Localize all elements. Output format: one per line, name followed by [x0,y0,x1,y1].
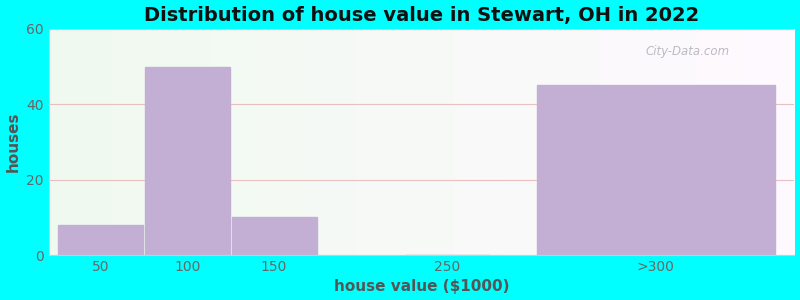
Y-axis label: houses: houses [6,112,21,172]
Bar [537,85,774,255]
X-axis label: house value ($1000): house value ($1000) [334,279,510,294]
Text: City-Data.com: City-Data.com [646,45,730,58]
Bar [231,217,317,255]
Bar [58,225,143,255]
Bar [145,67,230,255]
Title: Distribution of house value in Stewart, OH in 2022: Distribution of house value in Stewart, … [144,6,699,25]
